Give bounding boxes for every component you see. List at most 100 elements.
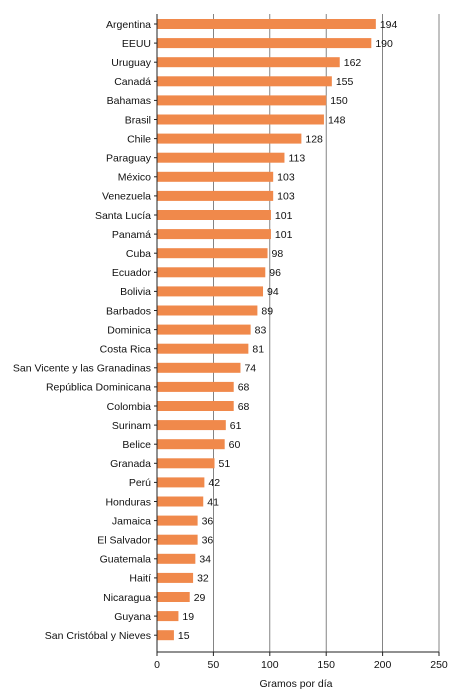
category-label: Granada: [110, 458, 151, 470]
category-label: Canadá: [114, 76, 151, 88]
x-tick-label: 100: [261, 659, 279, 671]
category-label: República Dominicana: [46, 382, 151, 394]
value-label: 32: [197, 573, 209, 585]
category-label: San Cristóbal y Nieves: [45, 630, 151, 642]
category-label: San Vicente y las Granadinas: [13, 363, 151, 375]
bar: [157, 76, 332, 87]
bar: [157, 133, 302, 144]
bar: [157, 439, 225, 450]
bar: [157, 362, 241, 373]
value-label: 81: [252, 344, 264, 356]
value-label: 101: [275, 229, 293, 241]
value-label: 162: [344, 57, 362, 69]
category-label: Venezuela: [102, 191, 151, 203]
bar: [157, 324, 251, 335]
bar: [157, 458, 215, 469]
value-label: 68: [238, 382, 250, 394]
value-label: 15: [178, 630, 190, 642]
value-label: 36: [202, 515, 214, 527]
value-label: 29: [194, 592, 206, 604]
bar: [157, 171, 274, 182]
value-label: 42: [208, 477, 220, 489]
x-tick-label: 250: [430, 659, 448, 671]
bar: [157, 553, 196, 564]
value-label: 103: [277, 191, 295, 203]
value-label: 89: [261, 305, 273, 317]
value-label: 34: [199, 554, 211, 566]
category-label: Bolivia: [120, 286, 151, 298]
category-label: Panamá: [112, 229, 151, 241]
category-label: Belice: [122, 439, 151, 451]
value-label: 68: [238, 401, 250, 413]
bar: [157, 630, 174, 641]
bar: [157, 248, 268, 259]
bar: [157, 152, 285, 163]
value-label: 94: [267, 286, 279, 298]
category-label: Colombia: [107, 401, 152, 413]
category-label: EEUU: [122, 38, 151, 50]
bar: [157, 611, 179, 622]
value-label: 98: [272, 248, 284, 260]
category-label: Paraguay: [106, 153, 152, 165]
category-label: El Salvador: [97, 535, 151, 547]
value-label: 51: [219, 458, 231, 470]
category-label: México: [118, 172, 151, 184]
value-label: 74: [244, 363, 256, 375]
bar: [157, 286, 264, 297]
x-tick-label: 200: [374, 659, 392, 671]
bar: [157, 534, 198, 545]
value-label: 101: [275, 210, 293, 222]
category-label: Jamaica: [112, 515, 151, 527]
category-label: Guatemala: [100, 554, 152, 566]
category-label: Perú: [129, 477, 151, 489]
bar: [157, 343, 249, 354]
category-label: Uruguay: [111, 57, 151, 69]
bar: [157, 57, 340, 68]
value-label: 113: [288, 153, 305, 165]
category-label: Guyana: [114, 611, 151, 623]
bar: [157, 95, 327, 106]
bar: [157, 381, 234, 392]
bar: [157, 401, 234, 411]
x-tick-label: 150: [317, 659, 335, 671]
value-label: 36: [202, 535, 214, 547]
bar: [157, 210, 271, 220]
category-label: Surinam: [112, 420, 151, 432]
value-label: 190: [375, 38, 393, 50]
x-tick-label: 50: [208, 659, 220, 671]
category-label: Chile: [127, 133, 151, 145]
bar: [157, 114, 324, 125]
category-label: Bahamas: [107, 95, 151, 107]
category-label: Haití: [129, 573, 151, 585]
value-label: 150: [330, 95, 348, 107]
value-label: 194: [380, 19, 398, 31]
bar: [157, 305, 258, 316]
x-axis-title: Gramos por día: [260, 678, 333, 690]
value-label: 41: [207, 496, 219, 508]
bar: [157, 515, 198, 526]
bar: [157, 38, 372, 49]
value-label: 128: [305, 133, 323, 145]
category-label: Cuba: [126, 248, 151, 260]
bar: [157, 267, 266, 278]
value-label: 155: [336, 76, 354, 88]
bar: [157, 229, 271, 240]
category-label: Argentina: [106, 19, 151, 31]
category-label: Nicaragua: [103, 592, 151, 604]
value-label: 83: [255, 324, 267, 336]
bar: [157, 592, 190, 602]
bar: [157, 572, 194, 583]
category-label: Honduras: [105, 496, 151, 508]
value-label: 148: [328, 114, 346, 126]
bar: [157, 19, 376, 29]
bar: [157, 496, 204, 507]
category-label: Brasil: [125, 114, 151, 126]
category-label: Ecuador: [112, 267, 152, 279]
value-label: 60: [229, 439, 241, 451]
x-tick-label: 0: [154, 659, 160, 671]
bar: [157, 477, 205, 488]
labels: Argentina 194 EEUU 190 Uruguay 162 Canadá 155 Ba…: [13, 19, 398, 642]
category-label: Santa Lucía: [95, 210, 151, 222]
